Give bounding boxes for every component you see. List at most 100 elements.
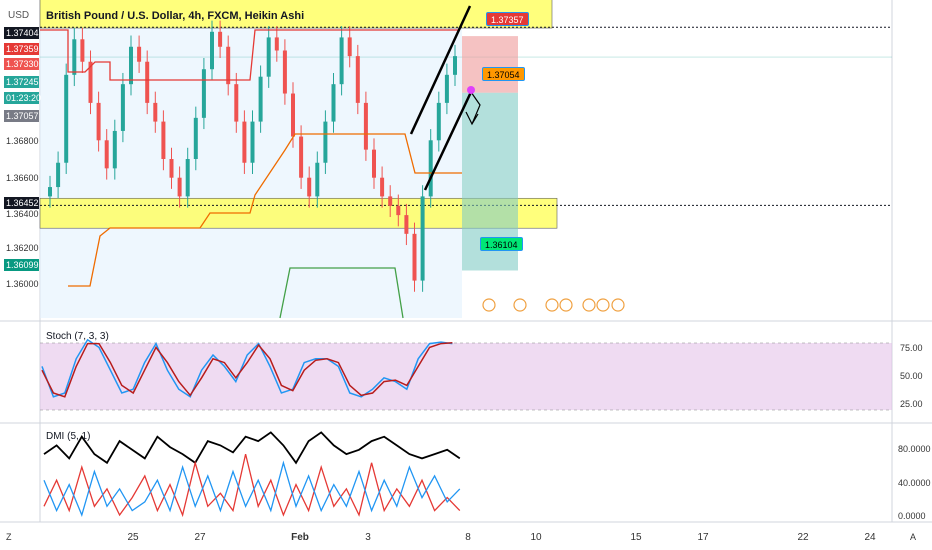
candle-body <box>193 117 198 159</box>
candle-body <box>388 196 393 206</box>
candle-body <box>88 61 93 103</box>
candle-body <box>315 162 320 197</box>
price-label: 1.36200 <box>6 243 39 253</box>
event-flag-icon <box>596 298 610 312</box>
stoch-band <box>40 343 892 410</box>
candle-body <box>96 102 101 141</box>
price-label: 01:23:20 <box>4 92 42 104</box>
price-label: 1.36800 <box>6 136 39 146</box>
candle-body <box>258 76 263 122</box>
chart-title: British Pound / U.S. Dollar, 4h, FXCM, H… <box>46 10 305 22</box>
price-label: 1.37330 <box>4 58 39 70</box>
candle-body <box>250 121 255 163</box>
stoch-d-line <box>41 342 453 398</box>
upper-trendline <box>409 5 472 135</box>
x-label-15: 15 <box>630 532 642 543</box>
candle-body <box>274 37 279 51</box>
candle-body <box>363 102 368 150</box>
candle-body <box>80 39 85 62</box>
candle-body <box>355 56 360 103</box>
candle-body <box>436 102 441 141</box>
candle-body <box>282 50 287 94</box>
candle-body <box>323 121 328 163</box>
candle-body <box>396 205 401 216</box>
candle-body <box>218 31 223 47</box>
candle-body <box>137 46 142 62</box>
currency-label: USD <box>8 10 30 21</box>
candle-body <box>444 74 449 103</box>
entry-tag: 1.37054 <box>482 67 525 81</box>
candle-body <box>145 61 150 103</box>
stoch-level-25: 25.00 <box>900 399 923 409</box>
candle-body <box>201 69 206 118</box>
candle-body <box>380 177 385 197</box>
lower-band-line <box>279 267 404 319</box>
price-label: 1.37245 <box>4 76 39 88</box>
candle-body <box>48 187 52 197</box>
target-tag: 1.36104 <box>480 237 523 251</box>
candle-body <box>177 177 182 197</box>
x-label-22: 22 <box>797 532 809 543</box>
candle-body <box>331 84 336 122</box>
price-label: 1.36600 <box>6 173 39 183</box>
corner-right[interactable]: A <box>910 532 917 542</box>
lower-trendline <box>423 91 473 191</box>
candle-body <box>242 121 247 163</box>
candle-body <box>404 215 409 234</box>
entry-marker <box>467 86 475 94</box>
candle-body <box>56 162 61 188</box>
candle-body <box>161 121 166 159</box>
event-flag-icon <box>545 298 559 312</box>
candle-body <box>234 84 239 122</box>
candle-body <box>104 140 109 169</box>
price-label: 1.36452 <box>4 197 39 209</box>
x-label-17: 17 <box>697 532 709 543</box>
candle-body <box>112 130 117 169</box>
event-flag-icon <box>482 298 496 312</box>
candle-body <box>64 74 69 163</box>
candle-body <box>266 37 271 77</box>
price-label: 1.36099 <box>4 259 39 271</box>
candle-body <box>372 149 376 178</box>
stoch-level-50: 50.00 <box>900 371 923 381</box>
candle-body <box>72 39 77 75</box>
upper-band-line <box>40 29 460 81</box>
mid-band-line <box>68 133 462 287</box>
candle-body <box>412 233 417 281</box>
candle-body <box>428 140 433 197</box>
price-label: 1.37359 <box>4 43 39 55</box>
x-label-27: 27 <box>194 532 206 543</box>
dmi-title: DMI (5, 1) <box>46 431 91 442</box>
candle-body <box>339 37 344 85</box>
x-label-3: 3 <box>365 532 371 543</box>
price-label: 1.37057 <box>4 110 39 122</box>
candle-body <box>453 56 457 75</box>
stoch-k-line <box>41 338 453 398</box>
candle-body <box>129 46 133 85</box>
x-label-feb: Feb <box>291 532 309 543</box>
x-label-25: 25 <box>127 532 139 543</box>
x-label-24: 24 <box>864 532 876 543</box>
candle-body <box>307 177 312 197</box>
candle-body <box>299 136 304 178</box>
candle-body <box>291 93 295 137</box>
stop-tag: 1.37357 <box>486 12 529 26</box>
risk-box <box>462 36 518 93</box>
candle-body <box>169 159 174 178</box>
event-flag-icon <box>611 298 625 312</box>
corner-left[interactable]: Z <box>6 532 12 542</box>
candle-body <box>347 37 352 57</box>
event-flag-icon <box>559 298 573 312</box>
stoch-title: Stoch (7, 3, 3) <box>46 331 109 342</box>
dmi-level-0: 0.0000 <box>898 511 926 521</box>
di-plus-line <box>43 460 461 517</box>
event-flag-icon <box>513 298 527 312</box>
candle-body <box>185 159 190 197</box>
candle-body <box>226 46 231 85</box>
stoch-level-75: 75.00 <box>900 343 923 353</box>
dmi-level-40: 40.0000 <box>898 478 931 488</box>
price-label: 1.37404 <box>4 27 39 39</box>
event-flag-icon <box>582 298 596 312</box>
candle-body <box>420 196 425 281</box>
